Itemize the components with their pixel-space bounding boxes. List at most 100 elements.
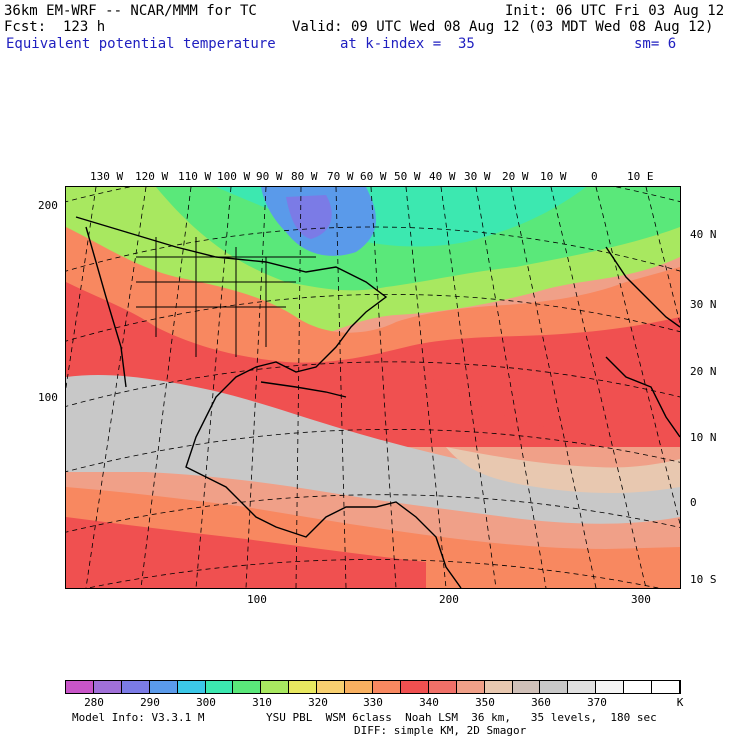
meridian-line — [405, 187, 447, 588]
colorbar-swatch — [652, 681, 680, 693]
colorbar-swatch — [121, 681, 150, 693]
field-title: Equivalent potential temperature — [6, 36, 276, 52]
colorbar-swatch — [317, 681, 346, 693]
colorbar-swatch — [289, 681, 318, 693]
colorbar-swatch — [66, 681, 94, 693]
parallel-line — [66, 361, 680, 407]
meridian-line — [475, 187, 547, 588]
parallel-line — [66, 494, 680, 533]
physics-info: YSU PBL WSM 6class Noah LSM 36 km, 35 le… — [266, 711, 657, 724]
graticule — [66, 187, 680, 588]
meridian-line — [245, 187, 267, 588]
colorbar-label: 340 — [419, 696, 439, 709]
colorbar-swatch — [624, 681, 653, 693]
lon-label: 110 W — [178, 170, 212, 183]
lat-label: 10 S — [690, 573, 717, 586]
colorbar-label: 310 — [252, 696, 272, 709]
parallel-line — [86, 559, 660, 588]
model-info: Model Info: V3.3.1 M — [72, 711, 205, 724]
colorbar-label: 330 — [363, 696, 383, 709]
lon-label: 30 W — [464, 170, 491, 183]
colorbar-unit: K — [676, 696, 684, 709]
colorbar-swatch — [372, 681, 401, 693]
colorbar-swatch — [512, 681, 541, 693]
parallel-line — [66, 226, 680, 272]
forecast-hour: Fcst: 123 h — [4, 19, 106, 35]
lon-label: 20 W — [502, 170, 529, 183]
coastlines — [75, 216, 680, 588]
map-panel — [65, 186, 681, 589]
lon-label: 70 W — [327, 170, 354, 183]
lat-label: 40 N — [690, 228, 717, 241]
contour-fill-350-atlantic — [421, 341, 656, 429]
europe-coast — [605, 246, 680, 328]
lat-label: 30 N — [690, 298, 717, 311]
lon-label: 0 — [591, 170, 598, 183]
grid-y-label: 200 — [38, 199, 58, 212]
colorbar-swatch — [205, 681, 234, 693]
meridian-line — [195, 187, 232, 588]
pacific-coast — [85, 226, 127, 388]
lat-label: 20 N — [690, 365, 717, 378]
colorbar-label: 280 — [84, 696, 104, 709]
lon-label: 80 W — [291, 170, 318, 183]
contour-fill-352 — [446, 447, 680, 493]
meridian-line — [66, 187, 97, 391]
colorbar-label: 290 — [140, 696, 160, 709]
colorbar-swatch — [93, 681, 122, 693]
meridian-line — [550, 187, 647, 588]
valid-time: Valid: 09 UTC Wed 08 Aug 12 (03 MDT Wed … — [292, 19, 714, 35]
colorbar-label: 320 — [308, 696, 328, 709]
colorbar-swatch — [345, 681, 373, 693]
grid-x-label: 200 — [439, 593, 459, 606]
lon-label: 40 W — [429, 170, 456, 183]
model-title: 36km EM-WRF -- NCAR/MMM for TC — [4, 3, 257, 19]
contour-fill-355 — [66, 375, 680, 524]
diffusion-info: DIFF: simple KM, 2D Smagor — [354, 724, 527, 737]
meridian-line — [85, 187, 147, 588]
lon-label: 120 W — [135, 170, 169, 183]
parallel-line — [66, 293, 680, 342]
grid-y-label: 100 — [38, 391, 58, 404]
colorbar-swatch — [484, 681, 513, 693]
americas-coast — [75, 216, 462, 588]
smoothing-label: sm= 6 — [634, 36, 677, 52]
grid-x-label: 300 — [631, 593, 651, 606]
caribbean-islands — [260, 381, 347, 398]
meridian-line — [140, 187, 192, 588]
state-borders — [136, 237, 316, 357]
level-label: at k-index = 35 — [340, 36, 475, 52]
lon-label: 10 E — [627, 170, 654, 183]
colorbar-swatch — [540, 681, 569, 693]
lon-label: 50 W — [394, 170, 421, 183]
colorbar-swatch — [149, 681, 178, 693]
colorbar-swatch — [456, 681, 485, 693]
lat-label: 0 — [690, 496, 697, 509]
colorbar-label: 350 — [475, 696, 495, 709]
colorbar-label: 370 — [587, 696, 607, 709]
lon-label: 100 W — [217, 170, 251, 183]
meridian-line — [595, 187, 680, 526]
lon-label: 90 W — [256, 170, 283, 183]
colorbar-swatch — [428, 681, 457, 693]
grid-x-label: 100 — [247, 593, 267, 606]
colorbar-swatch — [261, 681, 290, 693]
meridian-line — [370, 187, 397, 588]
meridian-line — [440, 187, 497, 588]
meridian-line — [335, 187, 347, 588]
parallel-line — [66, 428, 680, 473]
lon-label: 130 W — [90, 170, 124, 183]
colorbar-swatch — [400, 681, 429, 693]
lon-label: 10 W — [540, 170, 567, 183]
colorbar — [65, 680, 681, 694]
theta-e-map — [66, 187, 680, 588]
lat-label: 10 N — [690, 431, 717, 444]
contour-fill-345-south — [66, 517, 426, 588]
colorbar-swatch — [568, 681, 597, 693]
colorbar-label: 300 — [196, 696, 216, 709]
colorbar-swatch — [596, 681, 625, 693]
colorbar-swatch — [177, 681, 206, 693]
colorbar-swatch — [233, 681, 262, 693]
lon-label: 60 W — [360, 170, 387, 183]
init-time: Init: 06 UTC Fri 03 Aug 12 — [505, 3, 725, 19]
